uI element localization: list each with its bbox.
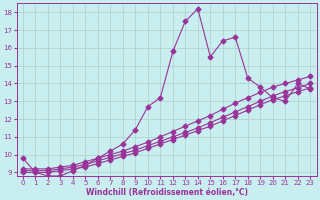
X-axis label: Windchill (Refroidissement éolien,°C): Windchill (Refroidissement éolien,°C)	[85, 188, 248, 197]
